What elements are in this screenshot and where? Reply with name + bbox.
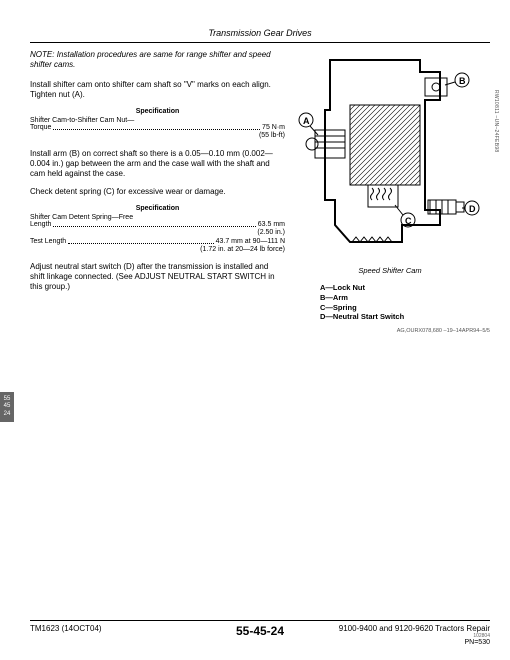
legend: A—Lock Nut B—Arm C—Spring D—Neutral Star… — [320, 283, 490, 322]
diagram: A B C D RW10811 –UN–24FEB98 — [290, 50, 485, 260]
side-tab-3: 24 — [4, 411, 11, 418]
side-tab-2: 45 — [4, 403, 11, 410]
spec1-row-sub: (55 lb-ft) — [30, 132, 285, 140]
spec1-row-value: 75 N·m — [262, 124, 285, 132]
paragraph-2: Install arm (B) on correct shaft so ther… — [30, 149, 285, 179]
side-tab-1: 55 — [4, 396, 11, 403]
spec2-row1-value: 63.5 mm — [258, 221, 285, 229]
spec2-row2-label: Test Length — [30, 238, 66, 246]
spec1-row-label: Torque — [30, 124, 51, 132]
callout-d: D — [469, 204, 476, 214]
spec2-row2-sub: (1.72 in. at 20—24 lb force) — [30, 246, 285, 254]
callout-b: B — [459, 76, 466, 86]
spec2-row2-value: 43.7 mm at 90—111 N — [216, 238, 285, 246]
footer-right: 9100-9400 and 9120-9620 Tractors Repair … — [339, 624, 490, 646]
spec1-row: Torque 75 N·m — [30, 124, 285, 132]
spec1-item-label: Shifter Cam-to-Shifter Cam Nut— — [30, 117, 285, 124]
header-title: Transmission Gear Drives — [208, 28, 311, 38]
right-column: A B C D RW10811 –UN–24FEB98 Speed Shifte… — [290, 50, 490, 334]
spec1-title: Specification — [30, 108, 285, 115]
spec-block-2: Specification Shifter Cam Detent Spring—… — [30, 205, 285, 255]
note-text: Installation procedures are same for ran… — [30, 50, 271, 69]
spec2-row1: Length 63.5 mm — [30, 221, 285, 229]
spec2-row1-sub: (2.50 in.) — [30, 229, 285, 237]
page-header: Transmission Gear Drives — [30, 28, 490, 38]
spec2-item-label: Shifter Cam Detent Spring—Free — [30, 214, 285, 221]
footer-left: TM1623 (14OCT04) — [30, 624, 102, 633]
paragraph-1: Install shifter cam onto shifter cam sha… — [30, 80, 285, 100]
side-tab: 55 45 24 — [0, 392, 14, 422]
note-label: NOTE: — [30, 50, 54, 59]
page-footer: TM1623 (14OCT04) 55-45-24 9100-9400 and … — [30, 620, 490, 646]
legend-d: D—Neutral Start Switch — [320, 312, 490, 322]
footer-center: 55-45-24 — [236, 624, 284, 638]
paragraph-3: Check detent spring (C) for excessive we… — [30, 187, 285, 197]
spec2-dots2 — [68, 238, 213, 244]
paragraph-4: Adjust neutral start switch (D) after th… — [30, 262, 285, 292]
spec2-row1-label: Length — [30, 221, 51, 229]
callout-a: A — [303, 116, 310, 126]
header-rule — [30, 42, 490, 43]
spec-block-1: Specification Shifter Cam-to-Shifter Cam… — [30, 108, 285, 141]
attribution-code: AG,OURX078,680 –19–14APR94–5/5 — [290, 328, 490, 334]
spec2-title: Specification — [30, 205, 285, 212]
legend-c: C—Spring — [320, 303, 490, 313]
callout-c: C — [405, 216, 412, 226]
spec2-dots1 — [53, 221, 255, 227]
footer-right-pn: PN=530 — [339, 639, 490, 646]
legend-b: B—Arm — [320, 293, 490, 303]
diagram-side-code: RW10811 –UN–24FEB98 — [493, 90, 499, 153]
spec1-dots — [53, 124, 260, 130]
diagram-svg: A B C D — [290, 50, 485, 260]
note-block: NOTE: Installation procedures are same f… — [30, 50, 285, 70]
left-column: NOTE: Installation procedures are same f… — [30, 50, 285, 300]
diagram-caption: Speed Shifter Cam — [290, 266, 490, 275]
footer-right-title: 9100-9400 and 9120-9620 Tractors Repair — [339, 624, 490, 633]
legend-a: A—Lock Nut — [320, 283, 490, 293]
content-area: NOTE: Installation procedures are same f… — [30, 50, 490, 334]
spec2-row2: Test Length 43.7 mm at 90—111 N — [30, 238, 285, 246]
